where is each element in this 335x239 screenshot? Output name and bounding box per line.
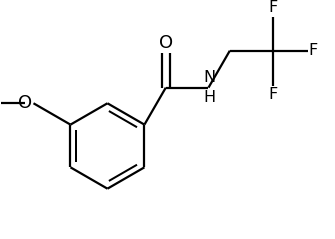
- Text: F: F: [268, 0, 277, 15]
- Text: F: F: [309, 43, 318, 58]
- Text: H: H: [203, 90, 215, 105]
- Text: F: F: [268, 87, 277, 102]
- Text: N: N: [203, 70, 215, 85]
- Text: O: O: [18, 94, 32, 112]
- Text: O: O: [159, 33, 173, 52]
